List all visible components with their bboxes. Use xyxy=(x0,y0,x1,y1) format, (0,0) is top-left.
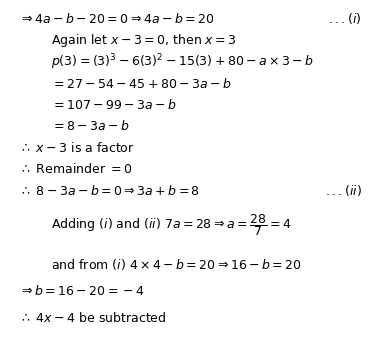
Text: and from $(i)$ $4 \times 4 - b = 20 \Rightarrow 16 - b = 20$: and from $(i)$ $4 \times 4 - b = 20 \Rig… xyxy=(51,257,302,272)
Text: Again let $x - 3 = 0$, then $x = 3$: Again let $x - 3 = 0$, then $x = 3$ xyxy=(51,32,237,49)
Text: $p(3) = (3)^3 - 6(3)^2 - 15(3) + 80 - a \times 3 - b$: $p(3) = (3)^3 - 6(3)^2 - 15(3) + 80 - a … xyxy=(51,52,314,72)
Text: $\therefore\ 4x - 4$ be subtracted: $\therefore\ 4x - 4$ be subtracted xyxy=(19,311,166,325)
Text: $...(ii)$: $...(ii)$ xyxy=(325,183,361,198)
Text: $\therefore\ x - 3$ is a factor: $\therefore\ x - 3$ is a factor xyxy=(19,141,135,155)
Text: $...(i)$: $...(i)$ xyxy=(328,11,361,26)
Text: $\therefore\ 8 - 3a - b = 0 \Rightarrow 3a + b = 8$: $\therefore\ 8 - 3a - b = 0 \Rightarrow … xyxy=(19,184,200,198)
Text: $\Rightarrow b = 16 - 20 = -4$: $\Rightarrow b = 16 - 20 = -4$ xyxy=(19,284,144,298)
Text: $= 8 - 3a - b$: $= 8 - 3a - b$ xyxy=(51,119,130,133)
Text: Adding $(i)$ and $(ii)$ $7a = 28 \Rightarrow a = \dfrac{28}{7} = 4$: Adding $(i)$ and $(ii)$ $7a = 28 \Righta… xyxy=(51,212,292,238)
Text: $\therefore$ Remainder $= 0$: $\therefore$ Remainder $= 0$ xyxy=(19,162,132,176)
Text: $\Rightarrow 4a - b - 20 = 0 \Rightarrow 4a - b = 20$: $\Rightarrow 4a - b - 20 = 0 \Rightarrow… xyxy=(19,12,214,26)
Text: $= 27 - 54 - 45 + 80 - 3a - b$: $= 27 - 54 - 45 + 80 - 3a - b$ xyxy=(51,77,232,91)
Text: $= 107 - 99 - 3a - b$: $= 107 - 99 - 3a - b$ xyxy=(51,98,177,112)
